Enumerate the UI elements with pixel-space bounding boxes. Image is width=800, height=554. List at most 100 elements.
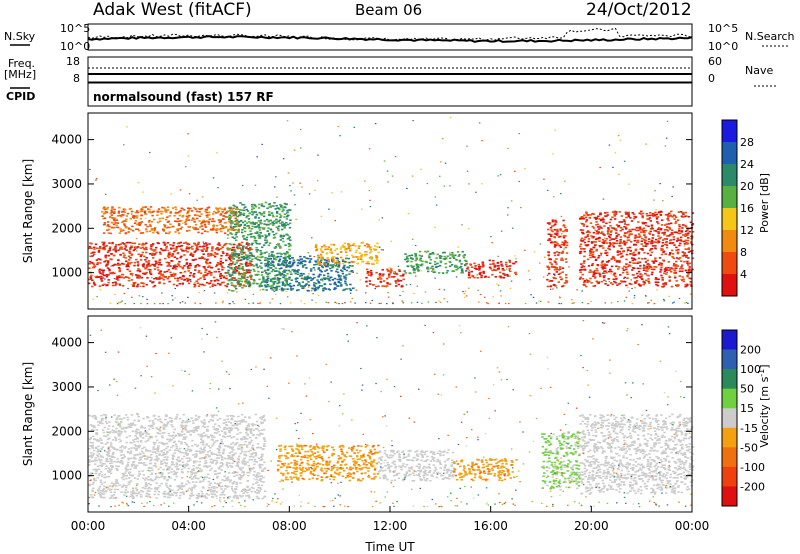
heatmap-cell <box>514 261 518 263</box>
heatmap-cell <box>264 239 267 241</box>
heatmap-cell <box>480 274 483 277</box>
heatmap-cell <box>230 266 233 269</box>
heatmap-cell <box>297 282 301 284</box>
heatmap-cell <box>608 239 612 242</box>
heatmap-cell <box>153 230 156 232</box>
heatmap-cell <box>331 265 335 268</box>
heatmap-cell <box>181 458 184 460</box>
heatmap-cell <box>205 269 208 271</box>
heatmap-cell <box>613 280 616 283</box>
heatmap-cell <box>163 282 166 285</box>
heatmap-cell <box>241 266 244 268</box>
heatmap-cell <box>555 221 558 224</box>
heatmap-cell <box>247 269 251 271</box>
heatmap-cell <box>215 495 218 497</box>
heatmap-cell <box>188 279 192 281</box>
heatmap-cell <box>320 257 323 259</box>
heatmap-cell <box>339 248 342 250</box>
heatmap-cell <box>109 489 112 491</box>
heatmap-cell <box>192 227 196 229</box>
heatmap-cell <box>148 219 151 222</box>
heatmap-cell <box>114 263 117 266</box>
heatmap-cell <box>170 254 174 257</box>
heatmap-cell <box>303 276 307 278</box>
heatmap-cell <box>667 269 670 272</box>
heatmap-cell <box>640 248 644 250</box>
heatmap-cell <box>168 215 171 217</box>
heatmap-cell <box>209 282 212 284</box>
heatmap-cell <box>664 145 667 147</box>
heatmap-cell <box>165 247 168 249</box>
heatmap-cell <box>137 268 140 270</box>
heatmap-cell <box>606 251 609 254</box>
heatmap-cell <box>184 249 187 252</box>
heatmap-cell <box>200 225 204 227</box>
heatmap-cell <box>171 267 175 270</box>
heatmap-cell <box>152 421 155 424</box>
heatmap-cell <box>264 257 267 259</box>
heatmap-cell <box>589 252 592 254</box>
heatmap-cell <box>224 284 227 287</box>
heatmap-cell <box>673 276 677 279</box>
heatmap-cell <box>458 259 462 262</box>
heatmap-cell <box>385 277 389 280</box>
heatmap-cell <box>306 277 309 280</box>
heatmap-cell <box>636 267 639 270</box>
heatmap-cell <box>508 302 510 305</box>
heatmap-cell <box>126 491 129 493</box>
heatmap-cell <box>656 278 659 280</box>
heatmap-cell <box>183 265 186 267</box>
heatmap-cell <box>119 254 122 256</box>
heatmap-cell <box>466 266 470 269</box>
heatmap-cell <box>254 257 257 260</box>
heatmap-cell <box>182 271 184 273</box>
heatmap-cell <box>282 282 285 285</box>
heatmap-cell <box>365 251 368 253</box>
heatmap-cell <box>617 268 620 270</box>
heatmap-cell <box>340 191 343 193</box>
heatmap-cell <box>254 205 258 208</box>
heatmap-cell <box>129 422 133 425</box>
heatmap-cell <box>355 249 358 252</box>
heatmap-cell <box>88 262 91 265</box>
heatmap-cell <box>338 278 341 281</box>
heatmap-cell <box>604 283 607 285</box>
heatmap-cell <box>94 479 98 482</box>
heatmap-cell <box>203 284 206 287</box>
heatmap-cell <box>579 271 582 274</box>
heatmap-cell <box>229 279 232 282</box>
heatmap-cell <box>287 223 290 226</box>
heatmap-cell <box>98 472 101 475</box>
heatmap-cell <box>408 254 411 257</box>
heatmap-cell <box>646 218 649 220</box>
heatmap-cell <box>451 270 455 273</box>
heatmap-cell <box>370 273 373 276</box>
heatmap-cell <box>217 448 221 451</box>
heatmap-cell <box>651 242 654 245</box>
heatmap-cell <box>341 270 344 273</box>
heatmap-cell <box>110 265 112 267</box>
heatmap-cell <box>117 276 121 279</box>
heatmap-cell <box>281 273 284 276</box>
heatmap-cell <box>614 213 618 215</box>
heatmap-cell <box>236 247 239 250</box>
heatmap-cell <box>291 288 295 290</box>
heatmap-cell <box>551 225 554 227</box>
heatmap-cell <box>256 156 258 158</box>
heatmap-cell <box>205 476 208 478</box>
heatmap-cell <box>144 483 148 485</box>
heatmap-cell <box>88 448 91 450</box>
heatmap-cell <box>392 302 394 305</box>
heatmap-cell <box>548 223 551 225</box>
heatmap-cell <box>634 287 636 289</box>
heatmap-cell <box>96 465 100 468</box>
heatmap-cell <box>198 215 202 218</box>
heatmap-cell <box>137 492 140 495</box>
heatmap-cell <box>630 233 633 235</box>
heatmap-cell <box>288 258 291 260</box>
heatmap-cell <box>323 274 326 277</box>
heatmap-cell <box>243 204 246 206</box>
heatmap-cell <box>221 266 224 269</box>
heatmap-cell <box>101 429 105 431</box>
heatmap-cell <box>449 254 452 256</box>
